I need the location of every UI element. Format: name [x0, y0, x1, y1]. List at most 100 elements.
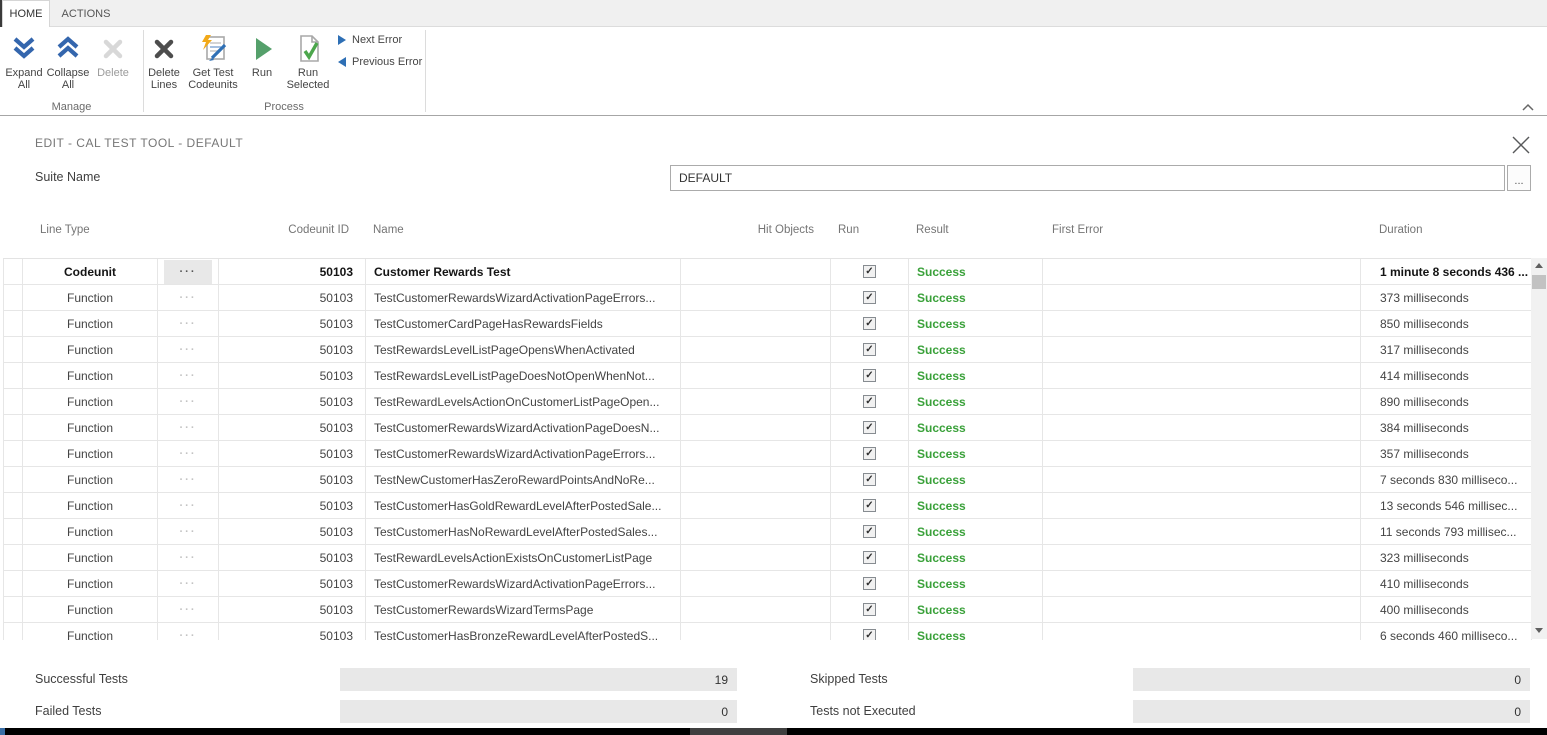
- result-cell[interactable]: Success: [909, 493, 1043, 518]
- line-type-cell[interactable]: Function: [23, 415, 158, 440]
- row-selector-cell[interactable]: [4, 571, 23, 596]
- first-error-cell[interactable]: [1043, 519, 1361, 544]
- row-selector-cell[interactable]: [4, 363, 23, 388]
- assist-ellipsis-button[interactable]: ···: [164, 364, 212, 388]
- assist-ellipsis-button[interactable]: ···: [164, 624, 212, 641]
- header-codeunit-id[interactable]: Codeunit ID: [288, 224, 349, 236]
- hit-objects-cell[interactable]: [681, 415, 831, 440]
- row-selector-cell[interactable]: [4, 467, 23, 492]
- run-checkbox[interactable]: ✓: [863, 317, 876, 330]
- expand-all-button[interactable]: Expand All: [1, 32, 47, 91]
- test-line-row[interactable]: Function ··· 50103 TestRewardLevelsActio…: [4, 389, 1532, 415]
- scroll-down-icon[interactable]: [1535, 628, 1543, 633]
- vertical-scrollbar[interactable]: [1531, 258, 1547, 639]
- first-error-cell[interactable]: [1043, 259, 1361, 284]
- codeunit-id-cell[interactable]: 50103: [219, 415, 366, 440]
- result-cell[interactable]: Success: [909, 415, 1043, 440]
- row-selector-cell[interactable]: [4, 519, 23, 544]
- assist-ellipsis-button[interactable]: ···: [164, 286, 212, 310]
- assist-ellipsis-button[interactable]: ···: [164, 468, 212, 492]
- assist-ellipsis-button[interactable]: ···: [164, 259, 212, 284]
- duration-cell[interactable]: 317 milliseconds: [1361, 337, 1532, 362]
- run-button[interactable]: Run: [239, 32, 285, 79]
- tab-actions[interactable]: ACTIONS: [61, 7, 111, 20]
- line-type-cell[interactable]: Function: [23, 337, 158, 362]
- duration-cell[interactable]: 400 milliseconds: [1361, 597, 1532, 622]
- assist-ellipsis-button[interactable]: ···: [164, 442, 212, 466]
- name-cell[interactable]: TestCustomerHasBronzeRewardLevelAfterPos…: [366, 623, 681, 640]
- line-type-cell[interactable]: Function: [23, 363, 158, 388]
- codeunit-id-cell[interactable]: 50103: [219, 337, 366, 362]
- name-cell[interactable]: TestRewardsLevelListPageDoesNotOpenWhenN…: [366, 363, 681, 388]
- hit-objects-cell[interactable]: [681, 285, 831, 310]
- row-selector-cell[interactable]: [4, 285, 23, 310]
- name-cell[interactable]: TestRewardsLevelListPageOpensWhenActivat…: [366, 337, 681, 362]
- result-cell[interactable]: Success: [909, 363, 1043, 388]
- row-selector-cell[interactable]: [4, 389, 23, 414]
- codeunit-id-cell[interactable]: 50103: [219, 467, 366, 492]
- row-selector-cell[interactable]: [4, 597, 23, 622]
- duration-cell[interactable]: 6 seconds 460 milliseco...: [1361, 623, 1532, 640]
- assist-ellipsis-button[interactable]: ···: [164, 494, 212, 518]
- result-cell[interactable]: Success: [909, 337, 1043, 362]
- name-cell[interactable]: TestCustomerCardPageHasRewardsFields: [366, 311, 681, 336]
- duration-cell[interactable]: 384 milliseconds: [1361, 415, 1532, 440]
- result-cell[interactable]: Success: [909, 571, 1043, 596]
- assist-ellipsis-button[interactable]: ···: [164, 312, 212, 336]
- run-checkbox[interactable]: ✓: [863, 525, 876, 538]
- test-line-row[interactable]: Function ··· 50103 TestCustomerHasGoldRe…: [4, 493, 1532, 519]
- hit-objects-cell[interactable]: [681, 259, 831, 284]
- get-test-codeunits-button[interactable]: Get Test Codeunits: [187, 32, 239, 91]
- run-checkbox[interactable]: ✓: [863, 447, 876, 460]
- row-selector-cell[interactable]: [4, 259, 23, 284]
- test-line-row[interactable]: Function ··· 50103 TestRewardsLevelListP…: [4, 363, 1532, 389]
- duration-cell[interactable]: 357 milliseconds: [1361, 441, 1532, 466]
- header-result[interactable]: Result: [916, 224, 949, 236]
- delete-lines-button[interactable]: Delete Lines: [141, 32, 187, 91]
- test-line-row[interactable]: Function ··· 50103 TestRewardsLevelListP…: [4, 337, 1532, 363]
- duration-cell[interactable]: 7 seconds 830 milliseco...: [1361, 467, 1532, 492]
- hit-objects-cell[interactable]: [681, 441, 831, 466]
- hit-objects-cell[interactable]: [681, 571, 831, 596]
- duration-cell[interactable]: 890 milliseconds: [1361, 389, 1532, 414]
- name-cell[interactable]: TestCustomerRewardsWizardActivationPageE…: [366, 285, 681, 310]
- next-error-button[interactable]: Next Error: [338, 34, 422, 46]
- run-checkbox[interactable]: ✓: [863, 395, 876, 408]
- line-type-cell[interactable]: Function: [23, 467, 158, 492]
- test-line-row[interactable]: Function ··· 50103 TestCustomerCardPageH…: [4, 311, 1532, 337]
- assist-ellipsis-button[interactable]: ···: [164, 598, 212, 622]
- line-type-cell[interactable]: Function: [23, 441, 158, 466]
- test-line-row[interactable]: Function ··· 50103 TestCustomerRewardsWi…: [4, 285, 1532, 311]
- row-selector-cell[interactable]: [4, 623, 23, 640]
- row-selector-cell[interactable]: [4, 493, 23, 518]
- test-line-row[interactable]: Function ··· 50103 TestCustomerRewardsWi…: [4, 441, 1532, 467]
- hit-objects-cell[interactable]: [681, 389, 831, 414]
- first-error-cell[interactable]: [1043, 597, 1361, 622]
- name-cell[interactable]: Customer Rewards Test: [366, 259, 681, 284]
- assist-ellipsis-button[interactable]: ···: [164, 572, 212, 596]
- test-line-row[interactable]: Function ··· 50103 TestCustomerRewardsWi…: [4, 415, 1532, 441]
- previous-error-button[interactable]: Previous Error: [338, 56, 422, 68]
- line-type-cell[interactable]: Function: [23, 285, 158, 310]
- duration-cell[interactable]: 11 seconds 793 millisec...: [1361, 519, 1532, 544]
- run-checkbox[interactable]: ✓: [863, 291, 876, 304]
- codeunit-id-cell[interactable]: 50103: [219, 597, 366, 622]
- test-line-row[interactable]: Function ··· 50103 TestNewCustomerHasZer…: [4, 467, 1532, 493]
- first-error-cell[interactable]: [1043, 363, 1361, 388]
- first-error-cell[interactable]: [1043, 571, 1361, 596]
- row-selector-cell[interactable]: [4, 545, 23, 570]
- test-line-row[interactable]: Function ··· 50103 TestCustomerRewardsWi…: [4, 571, 1532, 597]
- suite-name-input[interactable]: [670, 165, 1505, 191]
- hit-objects-cell[interactable]: [681, 545, 831, 570]
- hit-objects-cell[interactable]: [681, 363, 831, 388]
- codeunit-id-cell[interactable]: 50103: [219, 259, 366, 284]
- tab-home[interactable]: HOME: [2, 0, 50, 27]
- hit-objects-cell[interactable]: [681, 467, 831, 492]
- duration-cell[interactable]: 850 milliseconds: [1361, 311, 1532, 336]
- assist-ellipsis-button[interactable]: ···: [164, 520, 212, 544]
- codeunit-id-cell[interactable]: 50103: [219, 493, 366, 518]
- codeunit-id-cell[interactable]: 50103: [219, 519, 366, 544]
- run-checkbox[interactable]: ✓: [863, 369, 876, 382]
- first-error-cell[interactable]: [1043, 493, 1361, 518]
- line-type-cell[interactable]: Function: [23, 389, 158, 414]
